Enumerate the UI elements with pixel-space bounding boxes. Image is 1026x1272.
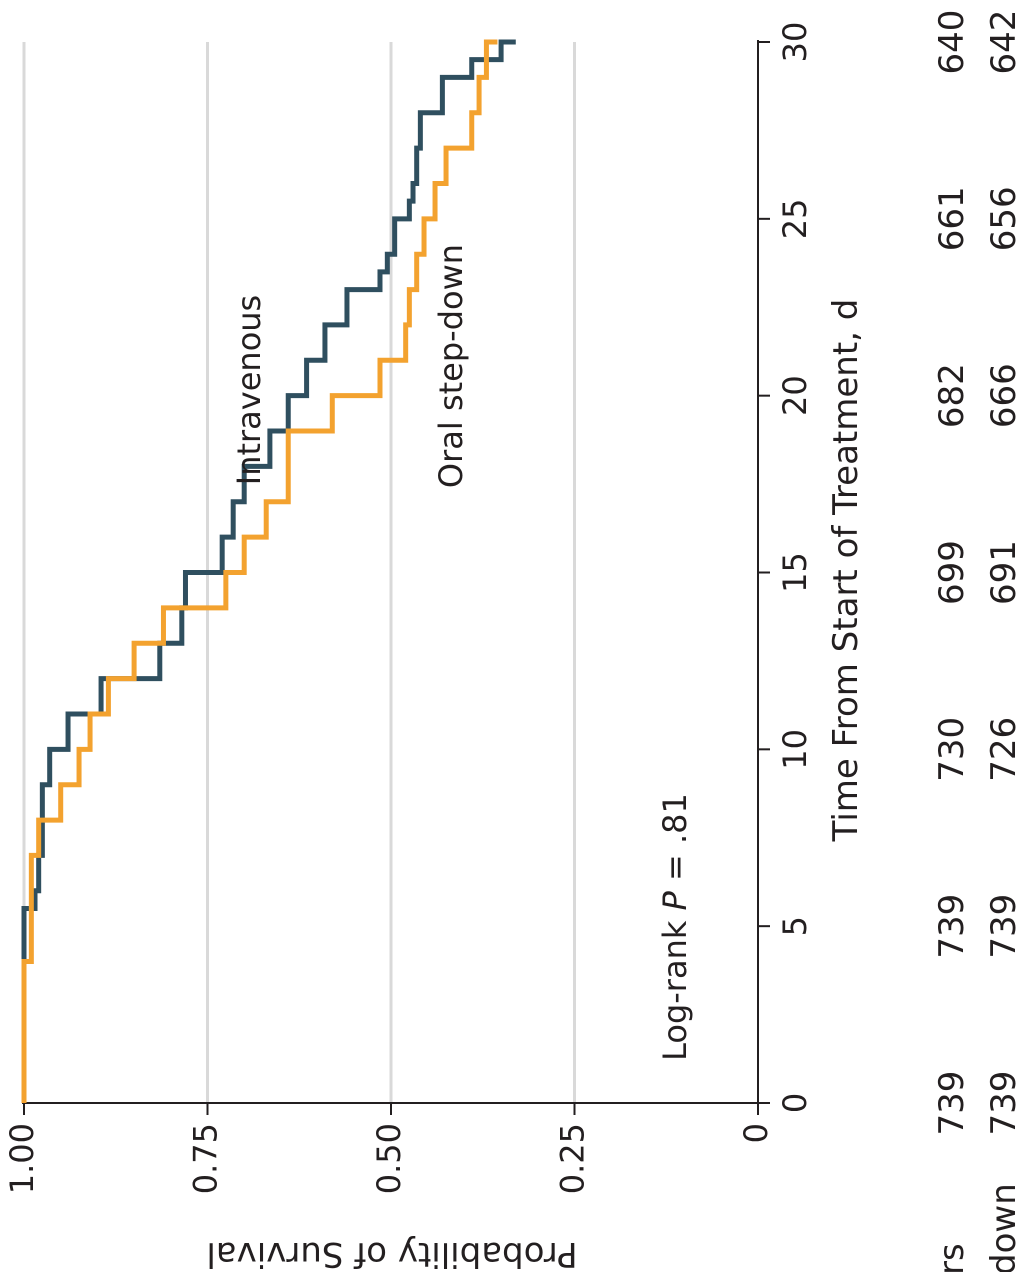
- risk-count: 730: [932, 717, 972, 782]
- y-tick-label: 0.75: [187, 1123, 225, 1194]
- risk-count: 640: [932, 10, 972, 75]
- x-tick-label: 5: [776, 916, 814, 936]
- gridlines: [22, 42, 576, 1103]
- x-tick-label: 20: [776, 375, 814, 416]
- series-label-oral-step-down: Oral step-down: [432, 244, 470, 488]
- survival-curves: [21, 39, 516, 1103]
- x-tick-label: 0: [776, 1093, 814, 1113]
- risk-count: 739: [984, 1071, 1024, 1136]
- risk-count: 642: [984, 10, 1024, 75]
- x-tick-label: 25: [776, 198, 814, 239]
- risk-count: 726: [984, 717, 1024, 782]
- y-tick-label: 0.50: [370, 1123, 408, 1194]
- x-tick-label: 10: [776, 729, 814, 770]
- y-tick-label: 0: [737, 1123, 775, 1143]
- risk-count: 739: [932, 894, 972, 959]
- survival-curve-intravenous: [21, 39, 516, 1068]
- risk-count: 739: [932, 1071, 972, 1136]
- risk-count: 661: [932, 186, 972, 251]
- y-axis-title: Probability of Survival: [206, 1234, 577, 1272]
- log-rank-annotation: Log-rank P = .81: [656, 793, 694, 1061]
- survival-curve-oral-step-down: [21, 39, 498, 1103]
- log-rank-prefix: Log-rank: [656, 910, 694, 1060]
- y-tick-label: 1.00: [3, 1123, 41, 1194]
- risk-count: 699: [932, 540, 972, 605]
- risk-count: 656: [984, 186, 1024, 251]
- tick-labels: 0 0.25 0.50 0.75 1.00 0 5 10 15 20 25 30: [3, 22, 814, 1195]
- log-rank-value: = .81: [656, 793, 694, 891]
- y-tick-label: 0.25: [554, 1123, 592, 1194]
- risk-row-label-oral-step-down: down: [984, 1183, 1024, 1272]
- x-tick-label: 15: [776, 552, 814, 593]
- risk-count: 739: [984, 894, 1024, 959]
- risk-count: 691: [984, 540, 1024, 605]
- risk-count: 682: [932, 363, 972, 428]
- x-tick-label: 30: [776, 22, 814, 63]
- series-label-intravenous: Intravenous: [230, 295, 268, 485]
- axes: [22, 40, 770, 1115]
- risk-row-label-intravenous: rs: [932, 1243, 972, 1272]
- x-axis-title: Time From Start of Treatment, d: [826, 299, 866, 843]
- log-rank-p: P: [656, 890, 694, 910]
- risk-count: 666: [984, 363, 1024, 428]
- risk-table: 739 739 730 699 682 661 640 739 739 726 691 666 656 6…: [932, 10, 1024, 1136]
